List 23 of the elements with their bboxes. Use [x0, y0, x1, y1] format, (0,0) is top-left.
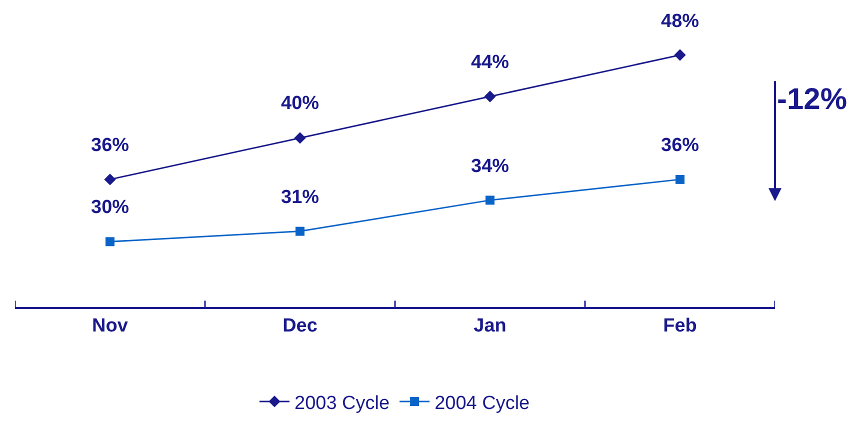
x-tick-label: Nov	[92, 316, 128, 337]
point	[106, 237, 114, 246]
legend-label: 2004 Cycle	[434, 392, 530, 414]
data-label: 36%	[91, 135, 130, 156]
data-label: 40%	[281, 93, 320, 114]
data-label: 31%	[281, 187, 320, 208]
x-tick-label: Jan	[474, 316, 506, 337]
point	[296, 226, 304, 236]
point	[104, 174, 116, 186]
x-tick-label: Dec	[282, 316, 318, 337]
text: -12%	[777, 83, 848, 116]
point	[294, 132, 306, 144]
data-label: 36%	[661, 135, 700, 156]
point	[674, 49, 686, 61]
data-label: 48%	[661, 11, 700, 32]
point	[676, 174, 684, 184]
data-label: 44%	[471, 52, 510, 73]
data-label: 30%	[91, 197, 130, 218]
data-label: 34%	[471, 156, 510, 177]
x-tick-label: Feb	[663, 316, 697, 337]
legend-label: 2003 Cycle	[294, 392, 390, 414]
point	[484, 90, 496, 102]
point	[486, 196, 494, 205]
